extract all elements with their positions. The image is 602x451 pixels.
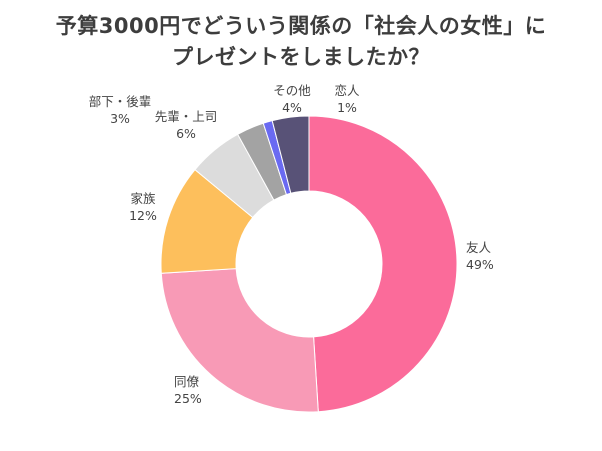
slice-6-label: その他 4%: [273, 83, 311, 115]
slice-2-label: 家族 12%: [129, 191, 157, 223]
slice-0-label: 友人 49%: [466, 240, 494, 272]
donut-slices: [160, 115, 458, 413]
slice-1-label: 同僚 25%: [174, 374, 202, 406]
slice-labels: 友人 49% 同僚 25% 家族 12% 先輩・上司 6%部下・後輩 3% 恋人 1% その他 4%: [89, 83, 494, 406]
slice-3-label: 先輩・上司 6%: [155, 109, 218, 141]
slice-6-wedge: [271, 115, 310, 194]
slice-4-label: 部下・後輩 3%: [89, 94, 152, 126]
slice-0-wedge: [308, 115, 458, 413]
slice-5-label: 恋人 1%: [334, 83, 360, 115]
chart-title-line-2: プレゼントをしましたか？: [172, 45, 430, 69]
slice-1-wedge: [160, 268, 319, 413]
chart-title-line-1: 予算3000円でどういう関係の「社会人の女性」に: [55, 14, 547, 38]
